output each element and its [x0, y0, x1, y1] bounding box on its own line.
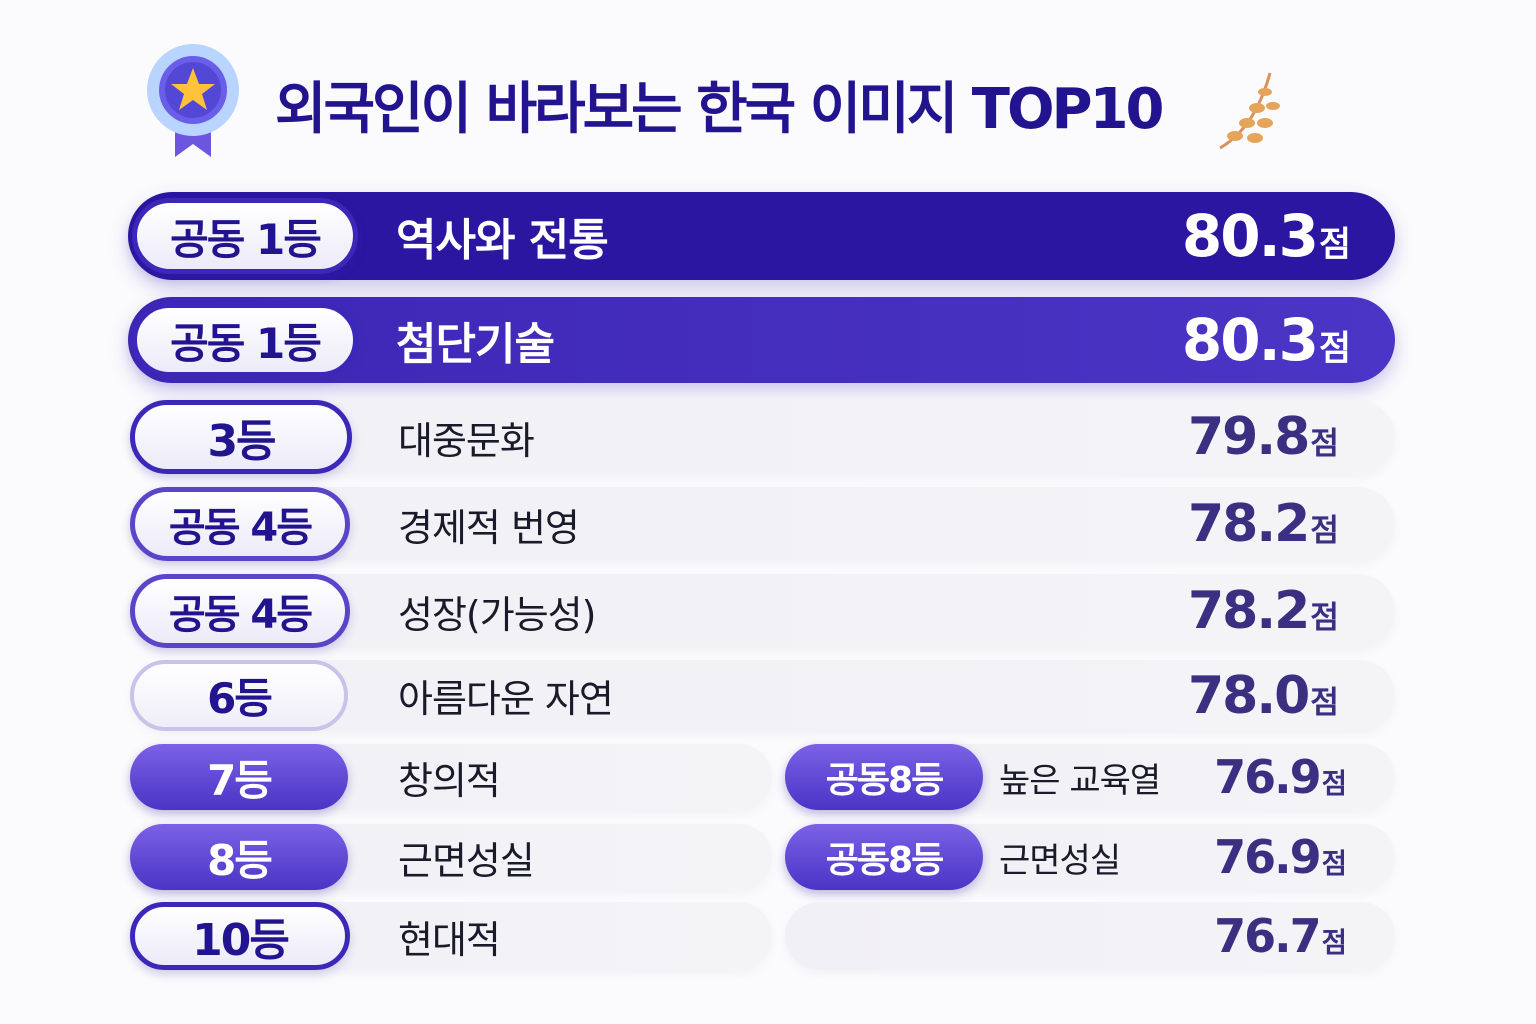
rank-row-3: 3등 대중문화 79.8점 — [130, 400, 1395, 474]
row-score: 78.2점 — [1187, 494, 1339, 554]
rank-row-8: 8등 근면성실 — [130, 824, 772, 890]
row-label: 경제적 번영 — [398, 505, 580, 550]
row-score: 78.0점 — [1187, 665, 1339, 726]
laurel-icon — [1219, 72, 1280, 150]
rank-badge: 공동8등 — [785, 824, 983, 890]
rank-badge: 공동8등 — [785, 744, 983, 810]
rank-row-5: 공동 4등 성장(가능성) 78.2점 — [130, 574, 1395, 648]
row-score: 80.3점 — [1181, 306, 1351, 374]
rank-badge: 공동 4등 — [130, 487, 350, 561]
rank-badge: 10등 — [130, 902, 350, 970]
row-label: 현대적 — [398, 917, 501, 962]
rank-row-6: 6등 아름다운 자연 78.0점 — [130, 660, 1395, 731]
row-score: 76.7점 — [1214, 909, 1347, 963]
rank-row-7: 7등 창의적 — [130, 744, 772, 810]
rank-badge: 8등 — [130, 824, 348, 890]
page-title: 외국인이 바라보는 한국 이미지 TOP10 — [275, 77, 1165, 142]
rank-badge: 6등 — [130, 660, 348, 731]
row-label: 첨단기술 — [396, 319, 555, 370]
rank-row-4: 공동 4등 경제적 번영 78.2점 — [130, 487, 1395, 561]
row-label: 대중문화 — [398, 418, 535, 463]
rank-row-10-right: 76.7점 — [785, 902, 1395, 970]
rank-badge: 공동 1등 — [132, 303, 358, 377]
row-label: 근면성실 — [999, 840, 1121, 881]
row-label: 역사와 전통 — [396, 215, 609, 266]
row-label: 높은 교육열 — [999, 760, 1161, 801]
rank-badge: 공동 4등 — [130, 574, 350, 648]
rank-row-2: 공동 1등 첨단기술 80.3점 — [128, 297, 1395, 383]
row-score: 80.3점 — [1181, 202, 1351, 270]
row-label: 창의적 — [398, 758, 501, 803]
rank-row-8b-right: 공동8등 근면성실 76.9점 — [785, 824, 1395, 890]
rank-row-1: 공동 1등 역사와 전통 80.3점 — [128, 192, 1395, 280]
rank-badge: 공동 1등 — [132, 198, 358, 274]
row-score: 76.9점 — [1214, 830, 1347, 884]
row-label: 성장(가능성) — [398, 592, 596, 637]
row-label: 근면성실 — [398, 838, 535, 883]
rank-badge: 3등 — [130, 400, 352, 474]
medal-star-icon — [147, 44, 239, 157]
rank-row-8-right: 공동8등 높은 교육열 76.9점 — [785, 744, 1395, 810]
row-score: 79.8점 — [1187, 407, 1339, 467]
rank-badge: 7등 — [130, 744, 348, 810]
row-score: 76.9점 — [1214, 750, 1347, 804]
row-score: 78.2점 — [1187, 581, 1339, 641]
row-label: 아름다운 자연 — [398, 677, 614, 721]
rank-row-10: 10등 현대적 — [130, 902, 772, 970]
